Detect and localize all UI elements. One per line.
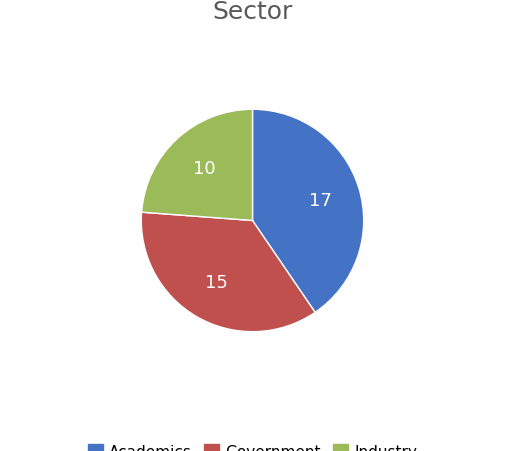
Wedge shape xyxy=(252,110,364,313)
Title: Sector: Sector xyxy=(212,0,293,24)
Text: 10: 10 xyxy=(193,160,216,178)
Legend: Academics, Government, Industry: Academics, Government, Industry xyxy=(81,437,424,451)
Text: 17: 17 xyxy=(309,191,332,209)
Wedge shape xyxy=(141,213,315,332)
Wedge shape xyxy=(141,110,252,221)
Text: 15: 15 xyxy=(206,273,228,291)
